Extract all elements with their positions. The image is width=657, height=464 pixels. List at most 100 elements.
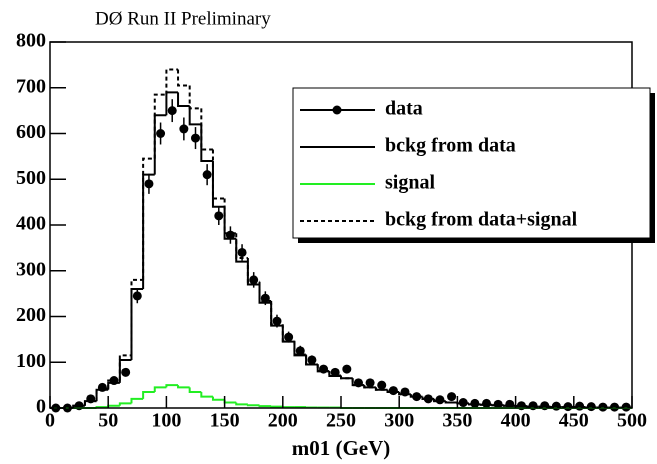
histogram-step	[107, 404, 120, 408]
histogram-step	[211, 160, 225, 208]
histogram-step	[200, 391, 213, 398]
x-tick-label: 400	[501, 410, 531, 432]
data-point	[342, 364, 352, 374]
histogram-step	[200, 108, 213, 151]
histogram-step	[328, 370, 341, 377]
x-tick-label: 150	[210, 410, 240, 432]
data-point	[388, 386, 398, 396]
data-point	[377, 380, 387, 390]
data-point	[179, 124, 189, 134]
x-tick-label: 300	[384, 410, 414, 432]
histogram-step	[316, 364, 330, 372]
histogram-step	[444, 401, 458, 404]
histogram-step	[340, 375, 353, 380]
histogram-step	[177, 92, 190, 108]
data-point	[249, 275, 259, 285]
data-point	[121, 367, 131, 377]
histogram-step	[118, 402, 132, 406]
legend-marker	[332, 105, 342, 115]
histogram-step	[107, 379, 120, 389]
histogram-step	[246, 261, 260, 286]
histogram-step	[188, 387, 202, 393]
histogram-step	[421, 396, 435, 400]
histogram-step	[305, 354, 318, 366]
y-tick-label: 600	[16, 121, 46, 143]
y-tick-label: 300	[16, 258, 46, 280]
y-tick-label: 500	[16, 167, 46, 189]
histogram-step	[177, 385, 190, 389]
data-point	[482, 398, 491, 408]
histogram-step	[281, 324, 295, 342]
chart-title: DØ Run II Preliminary	[95, 8, 271, 29]
histogram-step	[374, 387, 388, 391]
histogram-step	[433, 398, 446, 403]
legend-label: data	[385, 98, 423, 120]
histogram-step	[223, 206, 237, 240]
x-tick-label: 50	[98, 410, 118, 432]
data-point	[447, 392, 457, 402]
histogram-step	[188, 106, 202, 126]
x-tick-label: 100	[151, 410, 181, 432]
x-tick-label: 500	[617, 410, 647, 432]
data-point	[214, 211, 224, 221]
histogram-step	[386, 389, 400, 393]
histogram-step	[200, 124, 213, 162]
histogram-step	[351, 378, 365, 387]
data-point	[132, 291, 142, 301]
histogram-step	[153, 93, 167, 159]
y-tick-label: 800	[16, 30, 46, 52]
x-tick-label: 0	[45, 410, 55, 432]
histogram-step	[118, 358, 132, 383]
histogram-step	[83, 400, 97, 406]
histogram-step	[468, 403, 481, 406]
y-tick-label: 100	[16, 350, 46, 372]
histogram-step	[188, 85, 202, 110]
y-tick-label: 0	[36, 396, 46, 418]
histogram-step	[246, 404, 260, 407]
histogram-step	[409, 394, 423, 398]
histogram-step	[223, 198, 237, 235]
histogram-step	[130, 397, 144, 404]
histogram-step	[211, 396, 225, 401]
legend-box	[292, 87, 651, 239]
histogram-step	[165, 384, 179, 388]
histogram-step	[72, 404, 85, 408]
histogram-step	[142, 390, 155, 399]
histogram-step	[235, 233, 248, 259]
y-tick-label: 700	[16, 75, 46, 97]
y-tick-label: 400	[16, 213, 46, 235]
x-tick-label: 200	[268, 410, 298, 432]
histogram-step	[153, 386, 167, 392]
histogram-step	[235, 402, 248, 406]
data-point	[365, 378, 375, 388]
data-point	[295, 346, 305, 356]
y-tick-label: 200	[16, 304, 46, 326]
histogram-step	[258, 405, 272, 408]
histogram-step	[246, 257, 260, 283]
histogram-step	[118, 354, 132, 381]
x-tick-label: 350	[442, 410, 472, 432]
histogram-step	[177, 69, 190, 87]
data-point	[202, 170, 212, 180]
histogram-step	[235, 238, 248, 263]
histogram-step	[270, 300, 283, 326]
data-point	[237, 247, 247, 257]
histogram-step	[223, 399, 237, 404]
data-point	[167, 106, 177, 116]
histogram-step	[211, 149, 225, 200]
histogram-step	[293, 340, 307, 356]
data-point	[156, 129, 166, 138]
data-point	[284, 332, 294, 342]
legend-label: bckg from data	[385, 135, 516, 157]
legend-label: bckg from data+signal	[385, 209, 578, 231]
x-tick-label: 450	[559, 410, 589, 432]
histogram-step	[398, 391, 411, 396]
data-point	[307, 355, 317, 365]
legend-label: signal	[385, 172, 435, 194]
histogram-step	[165, 68, 179, 95]
data-point	[144, 179, 154, 189]
x-tick-label: 250	[326, 410, 356, 432]
histogram-step	[363, 385, 376, 389]
data-point	[191, 133, 200, 143]
